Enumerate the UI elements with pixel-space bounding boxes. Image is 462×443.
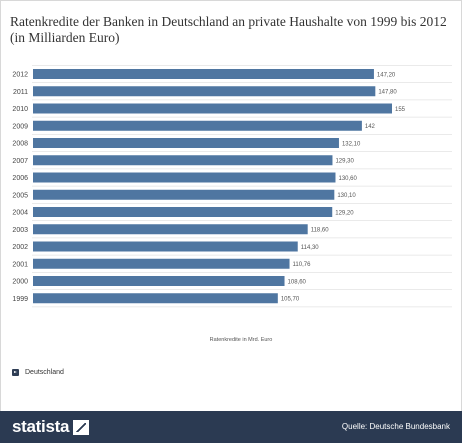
y-tick-label: 2007 [12,158,28,165]
bar[interactable] [33,224,308,235]
data-label: 129,30 [335,159,354,165]
data-label: 130,60 [338,176,357,182]
y-tick-label: 2000 [12,279,28,286]
statista-logo-icon [73,419,90,435]
legend-label: Deutschland [25,368,64,376]
bar[interactable] [33,120,362,131]
bar[interactable] [33,293,278,304]
bar[interactable] [33,155,333,166]
bar[interactable] [33,69,374,79]
data-label: 130,10 [337,193,356,199]
play-icon [12,368,19,376]
y-tick-label: 2012 [12,72,28,79]
footer-bar: statista Quelle: Deutsche Bundesbank [0,411,462,443]
data-label: 155 [395,107,406,113]
y-tick-label: 2002 [12,244,28,251]
bar[interactable] [33,207,333,217]
chart-title: Ratenkredite der Banken in Deutschland a… [10,14,447,45]
data-label: 142 [365,124,376,130]
brand-name: statista [12,417,70,436]
y-tick-label: 2003 [12,227,28,234]
y-tick-label: 2010 [12,106,28,113]
y-tick-label: 2001 [12,261,28,268]
y-tick-label: 2011 [13,89,28,96]
x-axis-label: Ratenkredite in Mrd. Euro [210,337,273,343]
y-tick-label: 2008 [12,141,28,148]
data-label: 110,76 [293,262,312,268]
bar[interactable] [33,86,376,97]
y-tick-label: 2005 [12,192,28,199]
bar[interactable] [33,258,290,269]
bar[interactable] [33,241,298,252]
data-label: 105,70 [281,297,300,303]
data-label: 147,80 [378,90,397,96]
bar[interactable] [33,172,336,183]
data-label: 108,60 [288,279,307,285]
y-tick-label: 1999 [12,296,28,303]
data-label: 118,60 [311,228,330,234]
y-tick-label: 2006 [12,175,28,182]
data-label: 132,10 [342,141,361,147]
legend[interactable]: Deutschland [12,366,64,378]
source-text: Quelle: Deutsche Bundesbank [341,422,450,431]
y-tick-label: 2009 [12,123,28,130]
bar[interactable] [33,189,335,200]
y-tick-label: 2004 [12,210,28,217]
bar[interactable] [33,138,339,148]
bar[interactable] [33,276,285,286]
data-label: 114,30 [301,245,320,251]
statista-logo[interactable]: statista [12,417,90,437]
bar[interactable] [33,103,392,114]
data-label: 147,20 [377,72,396,78]
data-label: 129,20 [335,210,354,216]
